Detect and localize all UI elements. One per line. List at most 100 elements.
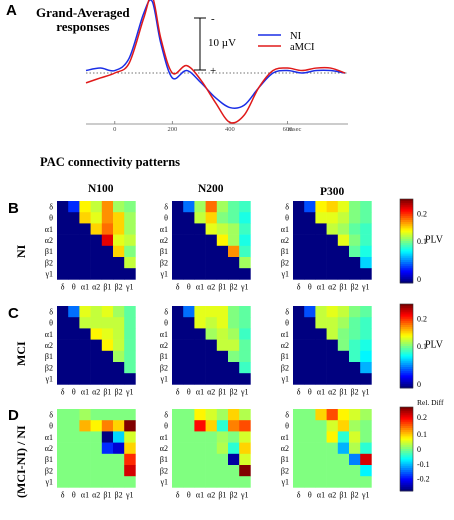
pac-cell	[183, 465, 195, 477]
pac-cell	[113, 339, 125, 352]
pac-cell	[101, 476, 114, 488]
pac-cell	[228, 476, 240, 488]
pac-cell	[349, 328, 361, 340]
pac-cell	[113, 453, 125, 466]
pac-cell	[337, 234, 350, 247]
pac-x-tick-label: δ	[297, 387, 301, 396]
pac-y-tick-label: θ	[285, 319, 289, 328]
pac-x-tick-label: θ	[308, 490, 312, 499]
pac-cell	[326, 431, 339, 443]
pac-cell	[315, 257, 327, 269]
pac-cell	[326, 212, 339, 224]
colorbar-tick-label: -0.1	[417, 460, 430, 469]
erp-title-line1: Grand-Averaged	[36, 5, 130, 20]
pac-cell	[57, 350, 69, 363]
colorbar-step	[400, 346, 413, 349]
pac-cell	[183, 223, 195, 235]
pac-cell	[239, 442, 251, 455]
pac-cell	[172, 420, 184, 432]
colorbar-frame	[399, 198, 414, 284]
pac-x-tick-label: α1	[317, 387, 325, 396]
pac-cell	[68, 268, 80, 280]
pac-cell	[79, 257, 91, 269]
colorbar-step	[400, 360, 413, 364]
pac-cell	[349, 420, 361, 432]
pac-cell	[79, 306, 91, 318]
pac-cell	[293, 409, 305, 421]
pac-cell	[101, 420, 114, 432]
pac-cell	[349, 201, 361, 213]
pac-cell	[315, 362, 327, 374]
pac-cell	[79, 212, 91, 224]
pac-y-tick-label: β1	[281, 455, 289, 464]
pac-y-tick-label: γ1	[44, 375, 53, 384]
pac-cell	[304, 212, 316, 224]
pac-y-tick-label: α2	[45, 341, 53, 350]
pac-y-tick-label: γ1	[280, 478, 289, 487]
erp-title: Grand-Averaged responses	[36, 6, 130, 34]
pac-cell	[349, 442, 361, 455]
pac-cell	[124, 420, 136, 432]
pac-cell	[124, 201, 136, 213]
colorbar-step	[400, 430, 413, 433]
colorbar-step	[400, 480, 413, 483]
colorbar-step	[400, 434, 413, 437]
pac-cell	[337, 223, 350, 235]
pac-y-tick-label: γ1	[280, 375, 289, 384]
pac-y-tick-label: β2	[160, 466, 168, 475]
pac-cell	[101, 328, 114, 340]
pac-cell	[113, 328, 125, 340]
pac-cell	[349, 453, 361, 466]
pac-cell	[79, 362, 91, 374]
pac-cell	[101, 431, 114, 443]
colorbar-step	[400, 232, 413, 236]
pac-cell	[57, 306, 69, 318]
colorbar-step	[400, 316, 413, 320]
pac-cell	[326, 328, 339, 340]
pac-cell	[194, 317, 206, 329]
pac-cell	[360, 373, 372, 385]
pac-cell	[79, 465, 91, 477]
colorbar-tick-label: 0.1	[417, 237, 427, 246]
pac-cell	[326, 350, 339, 363]
colorbar-step	[400, 222, 413, 225]
pac-x-tick-label: γ1	[125, 282, 134, 291]
colorbar-step	[400, 478, 413, 481]
colorbar-step	[400, 472, 413, 475]
pac-y-tick-label: δ	[285, 307, 289, 316]
pac-x-tick-label: δ	[176, 387, 180, 396]
colorbar-step	[400, 276, 413, 280]
pac-cell	[337, 362, 350, 374]
pac-cell	[239, 453, 251, 466]
pac-cell	[326, 465, 339, 477]
pac-cell	[194, 476, 206, 488]
pac-cell	[205, 431, 218, 443]
pac-cell	[101, 373, 114, 385]
pac-cell	[57, 328, 69, 340]
colorbar-step	[400, 425, 413, 429]
pac-cell	[216, 476, 229, 488]
colorbar-step	[400, 211, 413, 215]
pac-cell	[113, 268, 125, 280]
pac-cell	[90, 362, 103, 374]
pac-x-tick-label: α2	[328, 282, 336, 291]
pac-cell	[90, 257, 103, 269]
pac-y-tick-label: θ	[164, 422, 168, 431]
pac-x-tick-label: β1	[339, 387, 347, 396]
pac-cell	[293, 328, 305, 340]
colorbar-step	[400, 467, 413, 471]
erp-tick-label: 0	[113, 126, 116, 133]
colorbar-step	[400, 314, 413, 317]
pac-cell	[124, 431, 136, 443]
pac-x-tick-label: δ	[297, 282, 301, 291]
pac-cell	[205, 442, 218, 455]
panel-a-letter: A	[6, 2, 17, 19]
pac-y-tick-label: θ	[164, 214, 168, 223]
pac-cell	[304, 268, 316, 280]
pac-y-tick-label: θ	[164, 319, 168, 328]
colorbar-step	[400, 358, 413, 362]
pac-cell	[337, 245, 350, 258]
pac-x-tick-label: α2	[328, 490, 336, 499]
